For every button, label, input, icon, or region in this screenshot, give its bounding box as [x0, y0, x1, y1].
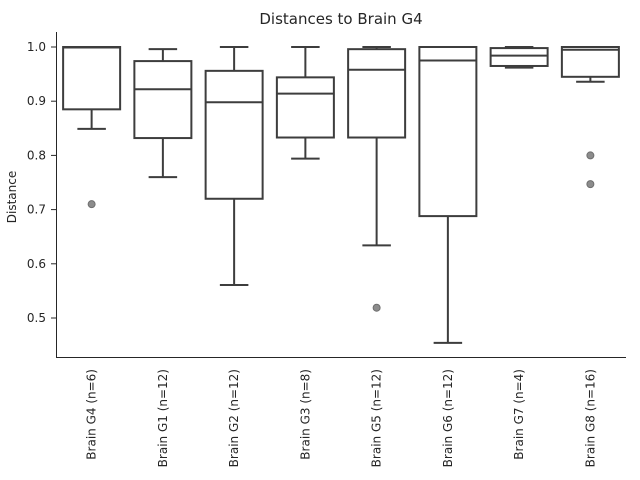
box-iqr	[418, 46, 478, 218]
y-tick-label: 0.8	[27, 148, 46, 162]
box-iqr	[560, 46, 620, 78]
x-tick-label: Brain G6 (n=12)	[441, 369, 455, 467]
y-tick-label: 0.7	[27, 203, 46, 217]
outlier-point	[87, 200, 96, 209]
outlier-point	[586, 151, 595, 160]
x-tick-label: Brain G2 (n=12)	[227, 369, 241, 467]
x-tick-label: Brain G7 (n=4)	[512, 369, 526, 460]
y-tick-label: 0.9	[27, 94, 46, 108]
box-iqr	[204, 69, 264, 200]
box-iqr	[275, 76, 335, 139]
box-iqr	[62, 46, 122, 111]
chart-title: Distances to Brain G4	[259, 10, 422, 28]
x-tick-label: Brain G4 (n=6)	[85, 369, 99, 460]
x-tick-labels: Brain G4 (n=6) Brain G1 (n=12) Brain G2 (n…	[85, 369, 598, 467]
x-tick-label: Brain G5 (n=12)	[370, 369, 384, 467]
x-tick-label: Brain G8 (n=16)	[583, 369, 597, 467]
y-tick-label: 0.6	[27, 257, 46, 271]
box-series	[62, 46, 620, 344]
y-tick-labels: 0.5 0.6 0.7 0.8 0.9 1.0	[27, 40, 56, 325]
y-tick-label: 1.0	[27, 40, 46, 54]
x-tick-label: Brain G3 (n=8)	[298, 369, 312, 460]
box-iqr	[347, 48, 407, 139]
box-iqr	[489, 47, 549, 67]
y-tick-label: 0.5	[27, 311, 46, 325]
outlier-point	[586, 180, 595, 189]
y-axis-label: Distance	[5, 171, 19, 223]
x-tick-label: Brain G1 (n=12)	[156, 369, 170, 467]
box-iqr	[133, 60, 193, 140]
outlier-point	[372, 303, 381, 312]
